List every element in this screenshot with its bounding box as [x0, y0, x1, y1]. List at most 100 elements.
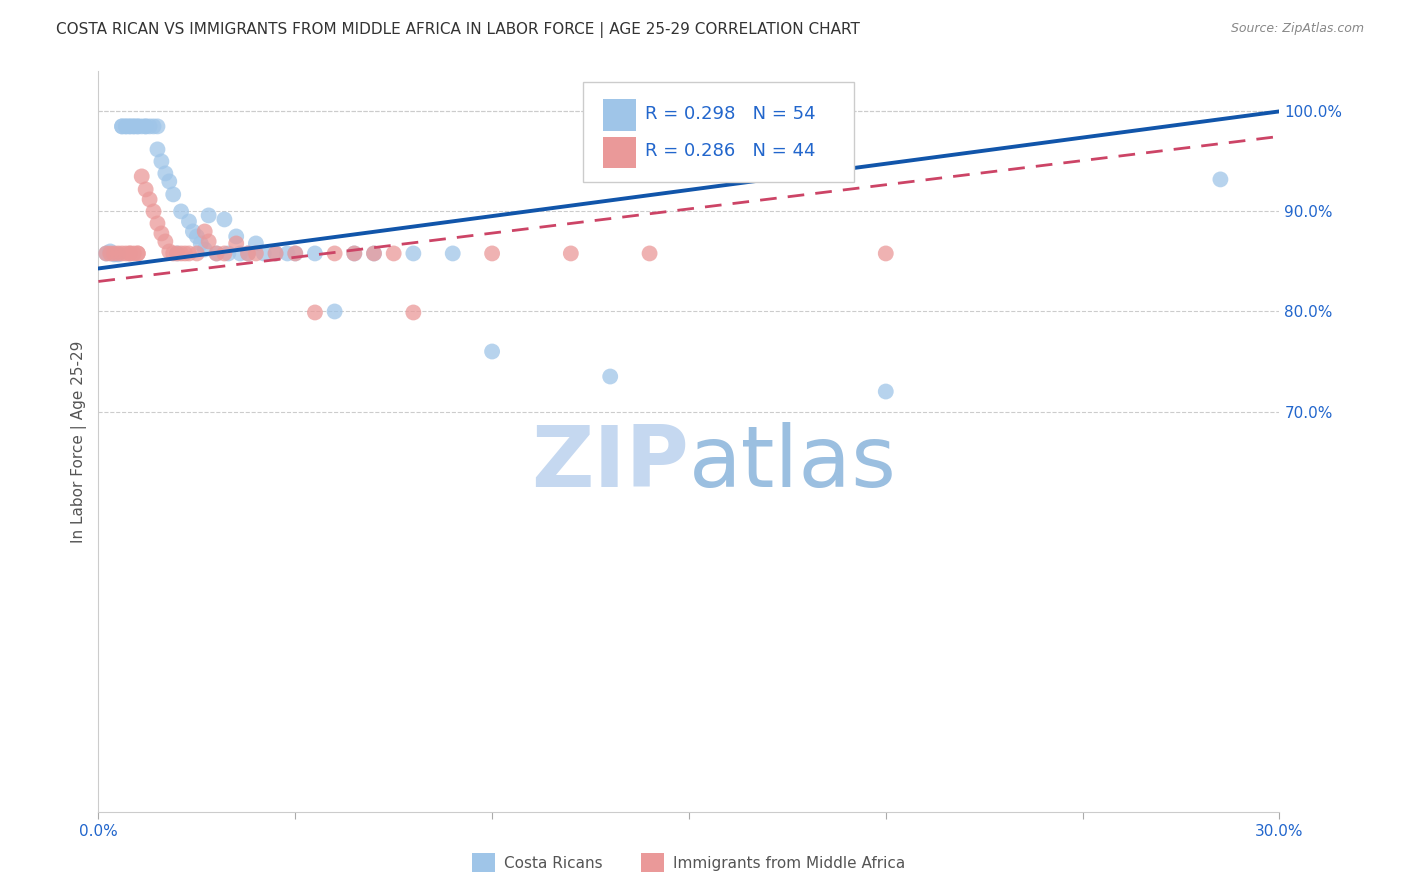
Point	[323, 246, 346, 260]
Point	[186, 246, 208, 260]
Text: Source: ZipAtlas.com: Source: ZipAtlas.com	[1230, 22, 1364, 36]
Point	[166, 246, 188, 260]
Point	[111, 120, 134, 134]
Point	[127, 120, 149, 134]
Point	[118, 120, 141, 134]
Point	[162, 246, 184, 260]
Point	[107, 246, 129, 260]
Point	[253, 246, 276, 260]
Point	[122, 246, 145, 260]
Point	[166, 246, 188, 260]
Point	[111, 246, 134, 260]
Point	[103, 247, 125, 261]
Point	[135, 120, 157, 134]
FancyBboxPatch shape	[582, 82, 855, 183]
Text: R = 0.286   N = 44: R = 0.286 N = 44	[645, 143, 815, 161]
Point	[236, 246, 259, 260]
Point	[98, 244, 121, 259]
Point	[363, 246, 385, 260]
Point	[155, 235, 177, 249]
Point	[225, 236, 247, 251]
Point	[135, 120, 157, 134]
Text: R = 0.298   N = 54: R = 0.298 N = 54	[645, 105, 815, 123]
Point	[205, 246, 228, 260]
Point	[190, 236, 212, 251]
Point	[343, 246, 366, 260]
Point	[599, 369, 621, 384]
Point	[245, 246, 267, 260]
Point	[131, 120, 153, 134]
Point	[150, 154, 173, 169]
Point	[96, 246, 118, 260]
Point	[150, 227, 173, 241]
Point	[115, 246, 138, 260]
Point	[146, 142, 169, 156]
Point	[225, 229, 247, 244]
Point	[146, 120, 169, 134]
Point	[157, 174, 180, 188]
Point	[264, 246, 287, 260]
Text: COSTA RICAN VS IMMIGRANTS FROM MIDDLE AFRICA IN LABOR FORCE | AGE 25-29 CORRELAT: COSTA RICAN VS IMMIGRANTS FROM MIDDLE AF…	[56, 22, 860, 38]
Point	[155, 166, 177, 180]
Point	[481, 246, 503, 260]
Point	[142, 120, 165, 134]
Point	[174, 246, 197, 260]
Point	[343, 246, 366, 260]
Point	[276, 246, 298, 260]
Point	[135, 182, 157, 196]
Point	[157, 244, 180, 259]
Point	[560, 246, 582, 260]
Point	[323, 304, 346, 318]
Point	[264, 246, 287, 260]
Point	[304, 246, 326, 260]
Point	[197, 235, 219, 249]
Point	[127, 120, 149, 134]
Legend: Costa Ricans, Immigrants from Middle Africa: Costa Ricans, Immigrants from Middle Afr…	[467, 847, 911, 878]
Point	[217, 246, 239, 260]
Point	[363, 246, 385, 260]
FancyBboxPatch shape	[603, 136, 636, 168]
Point	[402, 246, 425, 260]
Point	[138, 193, 160, 207]
Point	[118, 246, 141, 260]
Point	[214, 246, 236, 260]
Point	[127, 246, 149, 260]
Point	[138, 120, 160, 134]
Point	[177, 246, 200, 260]
Point	[111, 120, 134, 134]
Point	[382, 246, 405, 260]
Point	[245, 236, 267, 251]
Point	[162, 187, 184, 202]
Point	[194, 243, 217, 257]
Point	[441, 246, 464, 260]
Point	[875, 384, 897, 399]
Point	[98, 246, 121, 260]
Point	[402, 305, 425, 319]
Y-axis label: In Labor Force | Age 25-29: In Labor Force | Age 25-29	[72, 341, 87, 542]
Point	[96, 246, 118, 260]
Point	[181, 224, 204, 238]
Point	[146, 216, 169, 230]
Point	[170, 204, 193, 219]
Point	[194, 224, 217, 238]
Point	[122, 120, 145, 134]
Point	[197, 209, 219, 223]
Point	[127, 246, 149, 260]
Point	[142, 204, 165, 219]
Text: ZIP: ZIP	[531, 422, 689, 505]
Point	[284, 246, 307, 260]
Point	[118, 120, 141, 134]
Point	[236, 246, 259, 260]
Point	[229, 246, 252, 260]
Point	[107, 247, 129, 261]
Point	[284, 246, 307, 260]
Point	[214, 212, 236, 227]
Point	[177, 214, 200, 228]
Point	[103, 246, 125, 260]
Point	[170, 246, 193, 260]
Point	[118, 246, 141, 260]
Point	[638, 246, 661, 260]
Point	[186, 229, 208, 244]
Point	[115, 120, 138, 134]
Point	[115, 120, 138, 134]
